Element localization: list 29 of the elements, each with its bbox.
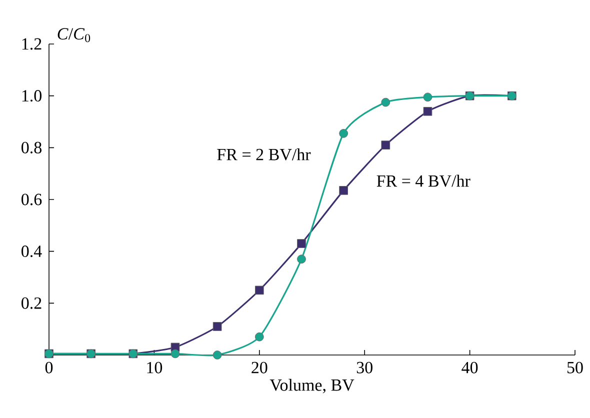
point xyxy=(423,92,432,102)
y-tick-label: 1.0 xyxy=(22,90,42,102)
point xyxy=(381,140,390,150)
point xyxy=(297,254,306,264)
point xyxy=(339,186,348,195)
y-tick-label: 0.4 xyxy=(22,246,42,258)
point xyxy=(212,322,222,331)
point xyxy=(212,350,222,360)
point xyxy=(339,128,348,138)
point xyxy=(170,349,180,358)
y-tick-label: 0.6 xyxy=(22,194,42,206)
x-tick-label: 50 xyxy=(567,362,583,374)
y-axis-title: C/C$_{0}$ xyxy=(58,28,90,42)
x-tick-label: 40 xyxy=(462,362,478,374)
point xyxy=(254,332,264,342)
point xyxy=(254,286,264,295)
x-tick-label: 20 xyxy=(252,362,268,374)
y-tick-label: 0.8 xyxy=(22,142,42,154)
point xyxy=(381,98,390,107)
point xyxy=(297,239,306,248)
x-axis-title: Volume, BV xyxy=(270,378,354,394)
point xyxy=(423,106,432,116)
y-tick-label: 1.2 xyxy=(22,38,42,50)
y-tick-label: 0.2 xyxy=(22,297,42,309)
series-label: FR = 2 BV/hr xyxy=(217,148,311,160)
x-tick-label: 30 xyxy=(356,362,372,374)
x-tick-label: 0 xyxy=(45,362,53,374)
x-tick-label: 10 xyxy=(147,362,162,374)
series-label: FR = 4 BV/hr xyxy=(376,174,470,187)
